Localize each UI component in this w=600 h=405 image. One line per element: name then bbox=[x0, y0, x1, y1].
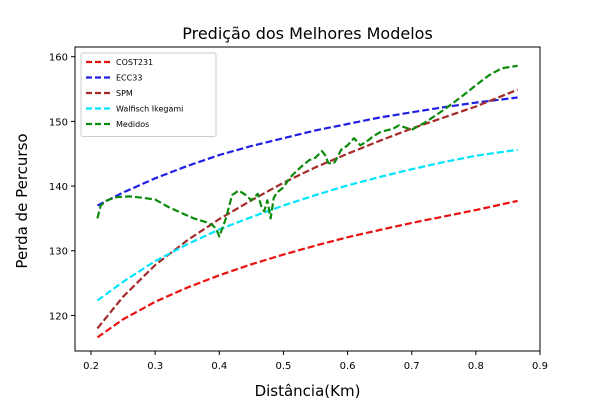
legend-item: Walfisch Ikegami bbox=[86, 105, 183, 114]
x-tick-label: 0.9 bbox=[532, 361, 548, 372]
legend-items: COST231 ECC33 SPM Walfisch Ikegami Medidos bbox=[86, 58, 183, 129]
x-tick-label: 0.4 bbox=[211, 361, 227, 372]
legend: COST231 ECC33 SPM Walfisch Ikegami Medidos bbox=[80, 52, 217, 137]
legend-label: COST231 bbox=[116, 58, 153, 67]
x-tick-label: 0.2 bbox=[83, 361, 99, 372]
x-axis: 0.2 0.3 0.4 0.5 0.6 0.7 0.8 0.9 bbox=[83, 351, 548, 372]
y-axis-title: Perda de Percurso bbox=[13, 133, 31, 268]
x-tick-label: 0.8 bbox=[468, 361, 484, 372]
y-tick-label: 160 bbox=[49, 53, 68, 64]
series-line-medidos bbox=[96, 64, 518, 238]
x-tick-label: 0.5 bbox=[275, 361, 291, 372]
series-line-cost231 bbox=[96, 199, 518, 339]
y-tick-label: 140 bbox=[49, 182, 68, 193]
legend-item: ECC33 bbox=[86, 74, 142, 83]
chart-title: Predição dos Melhores Modelos bbox=[182, 24, 433, 43]
series-line-walfisch-ikegami bbox=[96, 148, 518, 302]
y-tick-label: 150 bbox=[49, 117, 68, 128]
legend-box bbox=[80, 52, 217, 137]
legend-label: ECC33 bbox=[116, 74, 142, 83]
x-tick-label: 0.7 bbox=[404, 361, 420, 372]
x-axis-title: Distância(Km) bbox=[255, 382, 361, 400]
legend-item: SPM bbox=[86, 89, 133, 98]
x-tick-label: 0.3 bbox=[147, 361, 163, 372]
y-tick-label: 130 bbox=[49, 247, 68, 258]
legend-label: Medidos bbox=[116, 120, 149, 129]
series-layer bbox=[96, 64, 519, 339]
series-line-spm bbox=[96, 88, 519, 330]
series-line-ecc33 bbox=[96, 96, 518, 207]
plot-frame bbox=[74, 46, 541, 352]
y-axis: 120 130 140 150 160 bbox=[49, 53, 75, 322]
legend-item: COST231 bbox=[86, 58, 153, 67]
legend-label: Walfisch Ikegami bbox=[116, 105, 183, 114]
legend-item: Medidos bbox=[86, 120, 149, 129]
legend-label: SPM bbox=[116, 89, 133, 98]
x-tick-label: 0.6 bbox=[340, 361, 356, 372]
y-tick-label: 120 bbox=[49, 311, 68, 322]
